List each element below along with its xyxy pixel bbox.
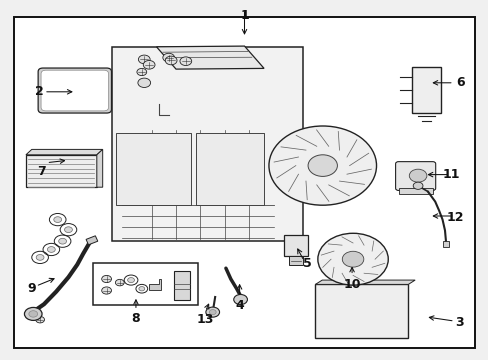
Bar: [283, 235, 307, 256]
Circle shape: [36, 316, 44, 323]
Circle shape: [317, 233, 387, 285]
Circle shape: [209, 310, 216, 315]
Polygon shape: [26, 155, 97, 187]
Circle shape: [47, 247, 55, 252]
Circle shape: [268, 126, 376, 205]
Circle shape: [205, 307, 219, 317]
Polygon shape: [442, 241, 448, 247]
Text: 2: 2: [35, 85, 44, 98]
Circle shape: [54, 217, 61, 222]
Bar: [173, 271, 189, 300]
Polygon shape: [97, 149, 102, 187]
Text: 4: 4: [235, 299, 244, 312]
Circle shape: [138, 78, 150, 87]
Circle shape: [24, 307, 42, 320]
Circle shape: [59, 238, 66, 244]
Bar: [112, 47, 303, 241]
Circle shape: [233, 294, 247, 305]
Circle shape: [115, 279, 124, 286]
Polygon shape: [86, 236, 98, 245]
Text: 5: 5: [303, 257, 311, 270]
Bar: [116, 133, 190, 205]
Text: 3: 3: [454, 316, 463, 329]
Circle shape: [163, 53, 174, 62]
Circle shape: [64, 227, 72, 233]
Text: 13: 13: [196, 313, 214, 326]
Polygon shape: [149, 279, 161, 290]
Circle shape: [180, 57, 191, 66]
Text: 11: 11: [441, 168, 459, 181]
Circle shape: [36, 255, 44, 260]
FancyBboxPatch shape: [395, 162, 435, 190]
Bar: [93, 263, 198, 305]
Circle shape: [342, 251, 363, 267]
Text: 8: 8: [131, 312, 140, 325]
FancyBboxPatch shape: [41, 70, 108, 111]
Bar: [195, 133, 264, 205]
FancyBboxPatch shape: [38, 68, 111, 113]
Text: 6: 6: [455, 76, 464, 89]
Circle shape: [29, 311, 38, 317]
Bar: [411, 67, 440, 113]
Polygon shape: [156, 46, 264, 69]
Circle shape: [102, 275, 111, 283]
Circle shape: [138, 55, 150, 64]
Circle shape: [143, 60, 155, 69]
Polygon shape: [26, 149, 102, 155]
Circle shape: [127, 278, 134, 283]
Circle shape: [408, 169, 426, 182]
Text: 1: 1: [240, 9, 248, 22]
Circle shape: [412, 182, 422, 189]
Circle shape: [307, 155, 337, 176]
Circle shape: [137, 68, 146, 76]
Text: 10: 10: [343, 278, 360, 291]
Polygon shape: [398, 188, 432, 194]
Text: 12: 12: [446, 211, 464, 224]
Polygon shape: [288, 256, 303, 265]
Circle shape: [102, 287, 111, 294]
Circle shape: [165, 56, 177, 65]
Bar: [315, 284, 407, 338]
Text: 9: 9: [27, 282, 36, 295]
Polygon shape: [315, 280, 414, 284]
Text: 7: 7: [37, 165, 45, 178]
Circle shape: [139, 287, 144, 291]
